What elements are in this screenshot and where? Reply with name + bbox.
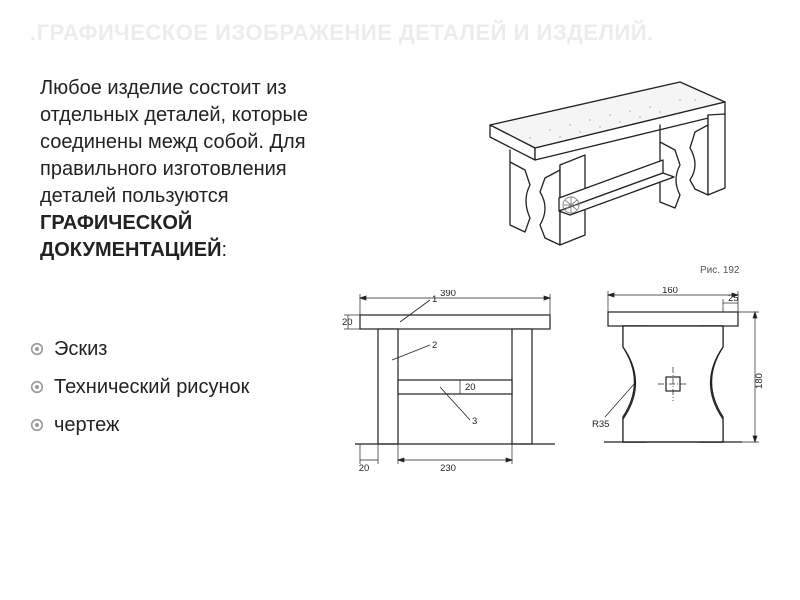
bench-side-view: 160 25 180 R35	[590, 287, 770, 487]
dim-230: 230	[440, 463, 456, 474]
dim-25a: 25	[728, 293, 739, 304]
callout-3: 3	[472, 416, 477, 427]
list-item-label: Эскиз	[54, 330, 107, 368]
callout-2: 2	[432, 340, 437, 351]
intro-paragraph: Любое изделие состоит из отдельных детал…	[40, 75, 350, 264]
dim-20a: 20	[342, 317, 353, 328]
list-item-label: чертеж	[54, 406, 119, 444]
bullet-icon	[30, 380, 44, 394]
paragraph-text: Любое изделие состоит из отдельных детал…	[40, 77, 308, 207]
dim-rail20: 20	[465, 382, 476, 393]
dim-160: 160	[662, 287, 678, 296]
paragraph-strong: ГРАФИЧЕСКОЙ ДОКУМЕНТАЦИЕЙ	[40, 212, 222, 261]
list-item: Эскиз	[30, 330, 249, 368]
bench-3d	[450, 70, 750, 260]
callout-1: 1	[432, 294, 437, 305]
dim-180: 180	[754, 373, 765, 389]
list-item: чертеж	[30, 406, 249, 444]
figure-area: Рис. 192 1 2 3	[340, 70, 780, 500]
bullet-icon	[30, 418, 44, 432]
paragraph-tail: :	[222, 239, 228, 261]
figure-caption: Рис. 192	[700, 265, 740, 276]
list-item: Технический рисунок	[30, 368, 249, 406]
list-item-label: Технический рисунок	[54, 368, 249, 406]
page-title: .ГРАФИЧЕСКОЕ ИЗОБРАЖЕНИЕ ДЕТАЛЕЙ И ИЗДЕЛ…	[30, 20, 780, 46]
bench-front-view: 1 2 3 390	[340, 290, 570, 490]
dim-r35: R35	[592, 419, 609, 430]
bullet-list: Эскиз Технический рисунок чертеж	[30, 330, 249, 444]
bullet-icon	[30, 342, 44, 356]
dim-20b: 20	[359, 463, 370, 474]
dim-390: 390	[440, 290, 456, 299]
